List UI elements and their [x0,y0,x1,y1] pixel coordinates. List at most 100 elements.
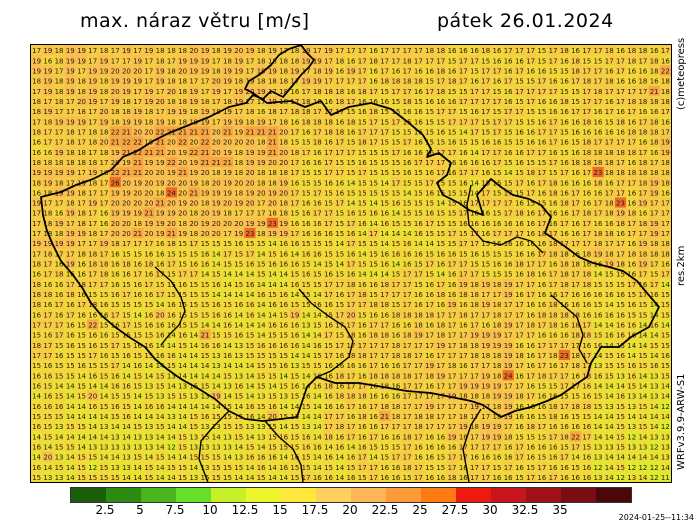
svg-text:16: 16 [257,342,266,350]
svg-text:14: 14 [436,200,445,208]
svg-text:16: 16 [55,352,64,360]
svg-text:17: 17 [279,108,288,116]
svg-text:16: 16 [425,474,434,482]
svg-text:18: 18 [560,281,569,289]
svg-text:17: 17 [43,128,52,136]
svg-text:15: 15 [290,423,299,431]
svg-text:14: 14 [571,454,580,462]
svg-text:19: 19 [189,57,198,65]
svg-text:18: 18 [380,372,389,380]
svg-text:14: 14 [245,383,254,391]
svg-text:20: 20 [223,139,232,147]
svg-text:16: 16 [594,372,603,380]
svg-text:21: 21 [201,149,210,157]
svg-text:18: 18 [324,383,333,391]
svg-text:16: 16 [223,322,232,330]
svg-text:19: 19 [43,179,52,187]
svg-text:16: 16 [234,332,243,340]
svg-text:17: 17 [43,342,52,350]
svg-text:16: 16 [133,281,142,289]
svg-text:16: 16 [605,291,614,299]
svg-text:15: 15 [481,261,490,269]
svg-text:17: 17 [55,67,64,75]
svg-text:16: 16 [492,139,501,147]
svg-text:15: 15 [425,230,434,238]
svg-text:20: 20 [245,169,254,177]
svg-text:16: 16 [32,423,41,431]
svg-text:14: 14 [391,261,400,269]
svg-text:18: 18 [358,352,367,360]
color-scale-label: 27.5 [441,503,469,517]
svg-text:16: 16 [358,281,367,289]
color-scale-label: 25 [412,503,428,517]
svg-text:18: 18 [582,78,591,86]
svg-text:19: 19 [223,149,232,157]
svg-text:17: 17 [335,281,344,289]
svg-text:16: 16 [448,281,457,289]
color-scale-swatch [421,488,456,502]
svg-text:14: 14 [313,423,322,431]
svg-text:15: 15 [201,240,210,248]
svg-text:17: 17 [358,454,367,462]
svg-text:18: 18 [650,118,659,126]
svg-text:16: 16 [616,47,625,55]
svg-text:19: 19 [504,342,513,350]
svg-text:14: 14 [605,423,614,431]
svg-text:19: 19 [55,118,64,126]
svg-text:18: 18 [369,57,378,65]
svg-text:16: 16 [414,443,423,451]
svg-text:17: 17 [436,78,445,86]
svg-text:16: 16 [414,139,423,147]
svg-text:18: 18 [100,47,109,55]
svg-text:17: 17 [650,159,659,167]
svg-text:14: 14 [234,311,243,319]
svg-text:19: 19 [88,98,97,106]
svg-text:15: 15 [178,342,187,350]
svg-text:18: 18 [77,108,86,116]
svg-text:14: 14 [638,342,647,350]
svg-text:20: 20 [234,47,243,55]
svg-text:17: 17 [448,230,457,238]
svg-text:15: 15 [111,393,120,401]
svg-text:15: 15 [324,250,333,258]
svg-text:17: 17 [100,200,109,208]
color-scale-swatch [141,488,176,502]
svg-text:15: 15 [470,261,479,269]
color-scale-swatch [386,488,421,502]
svg-text:18: 18 [100,149,109,157]
svg-text:14: 14 [650,413,659,421]
svg-text:16: 16 [347,128,356,136]
svg-text:14: 14 [55,433,64,441]
svg-text:14: 14 [55,383,64,391]
svg-text:17: 17 [616,139,625,147]
svg-text:14: 14 [144,413,153,421]
svg-text:14: 14 [313,291,322,299]
svg-text:16: 16 [167,352,176,360]
svg-text:17: 17 [144,78,153,86]
svg-text:16: 16 [571,423,580,431]
svg-text:15: 15 [380,189,389,197]
svg-text:15: 15 [391,139,400,147]
svg-text:16: 16 [627,78,636,86]
svg-text:14: 14 [257,250,266,258]
svg-text:16: 16 [302,250,311,258]
svg-text:16: 16 [560,78,569,86]
svg-text:18: 18 [257,230,266,238]
svg-text:16: 16 [582,342,591,350]
svg-text:13: 13 [111,443,120,451]
svg-text:16: 16 [100,301,109,309]
svg-text:16: 16 [43,403,52,411]
svg-text:17: 17 [627,230,636,238]
svg-text:15: 15 [481,57,490,65]
svg-text:16: 16 [560,118,569,126]
svg-text:17: 17 [436,413,445,421]
svg-text:15: 15 [245,332,254,340]
svg-text:19: 19 [167,169,176,177]
svg-text:14: 14 [661,383,670,391]
svg-text:18: 18 [178,88,187,96]
svg-text:16: 16 [144,322,153,330]
svg-text:16: 16 [133,261,142,269]
svg-text:14: 14 [66,464,75,472]
svg-text:18: 18 [470,352,479,360]
svg-text:16: 16 [212,311,221,319]
